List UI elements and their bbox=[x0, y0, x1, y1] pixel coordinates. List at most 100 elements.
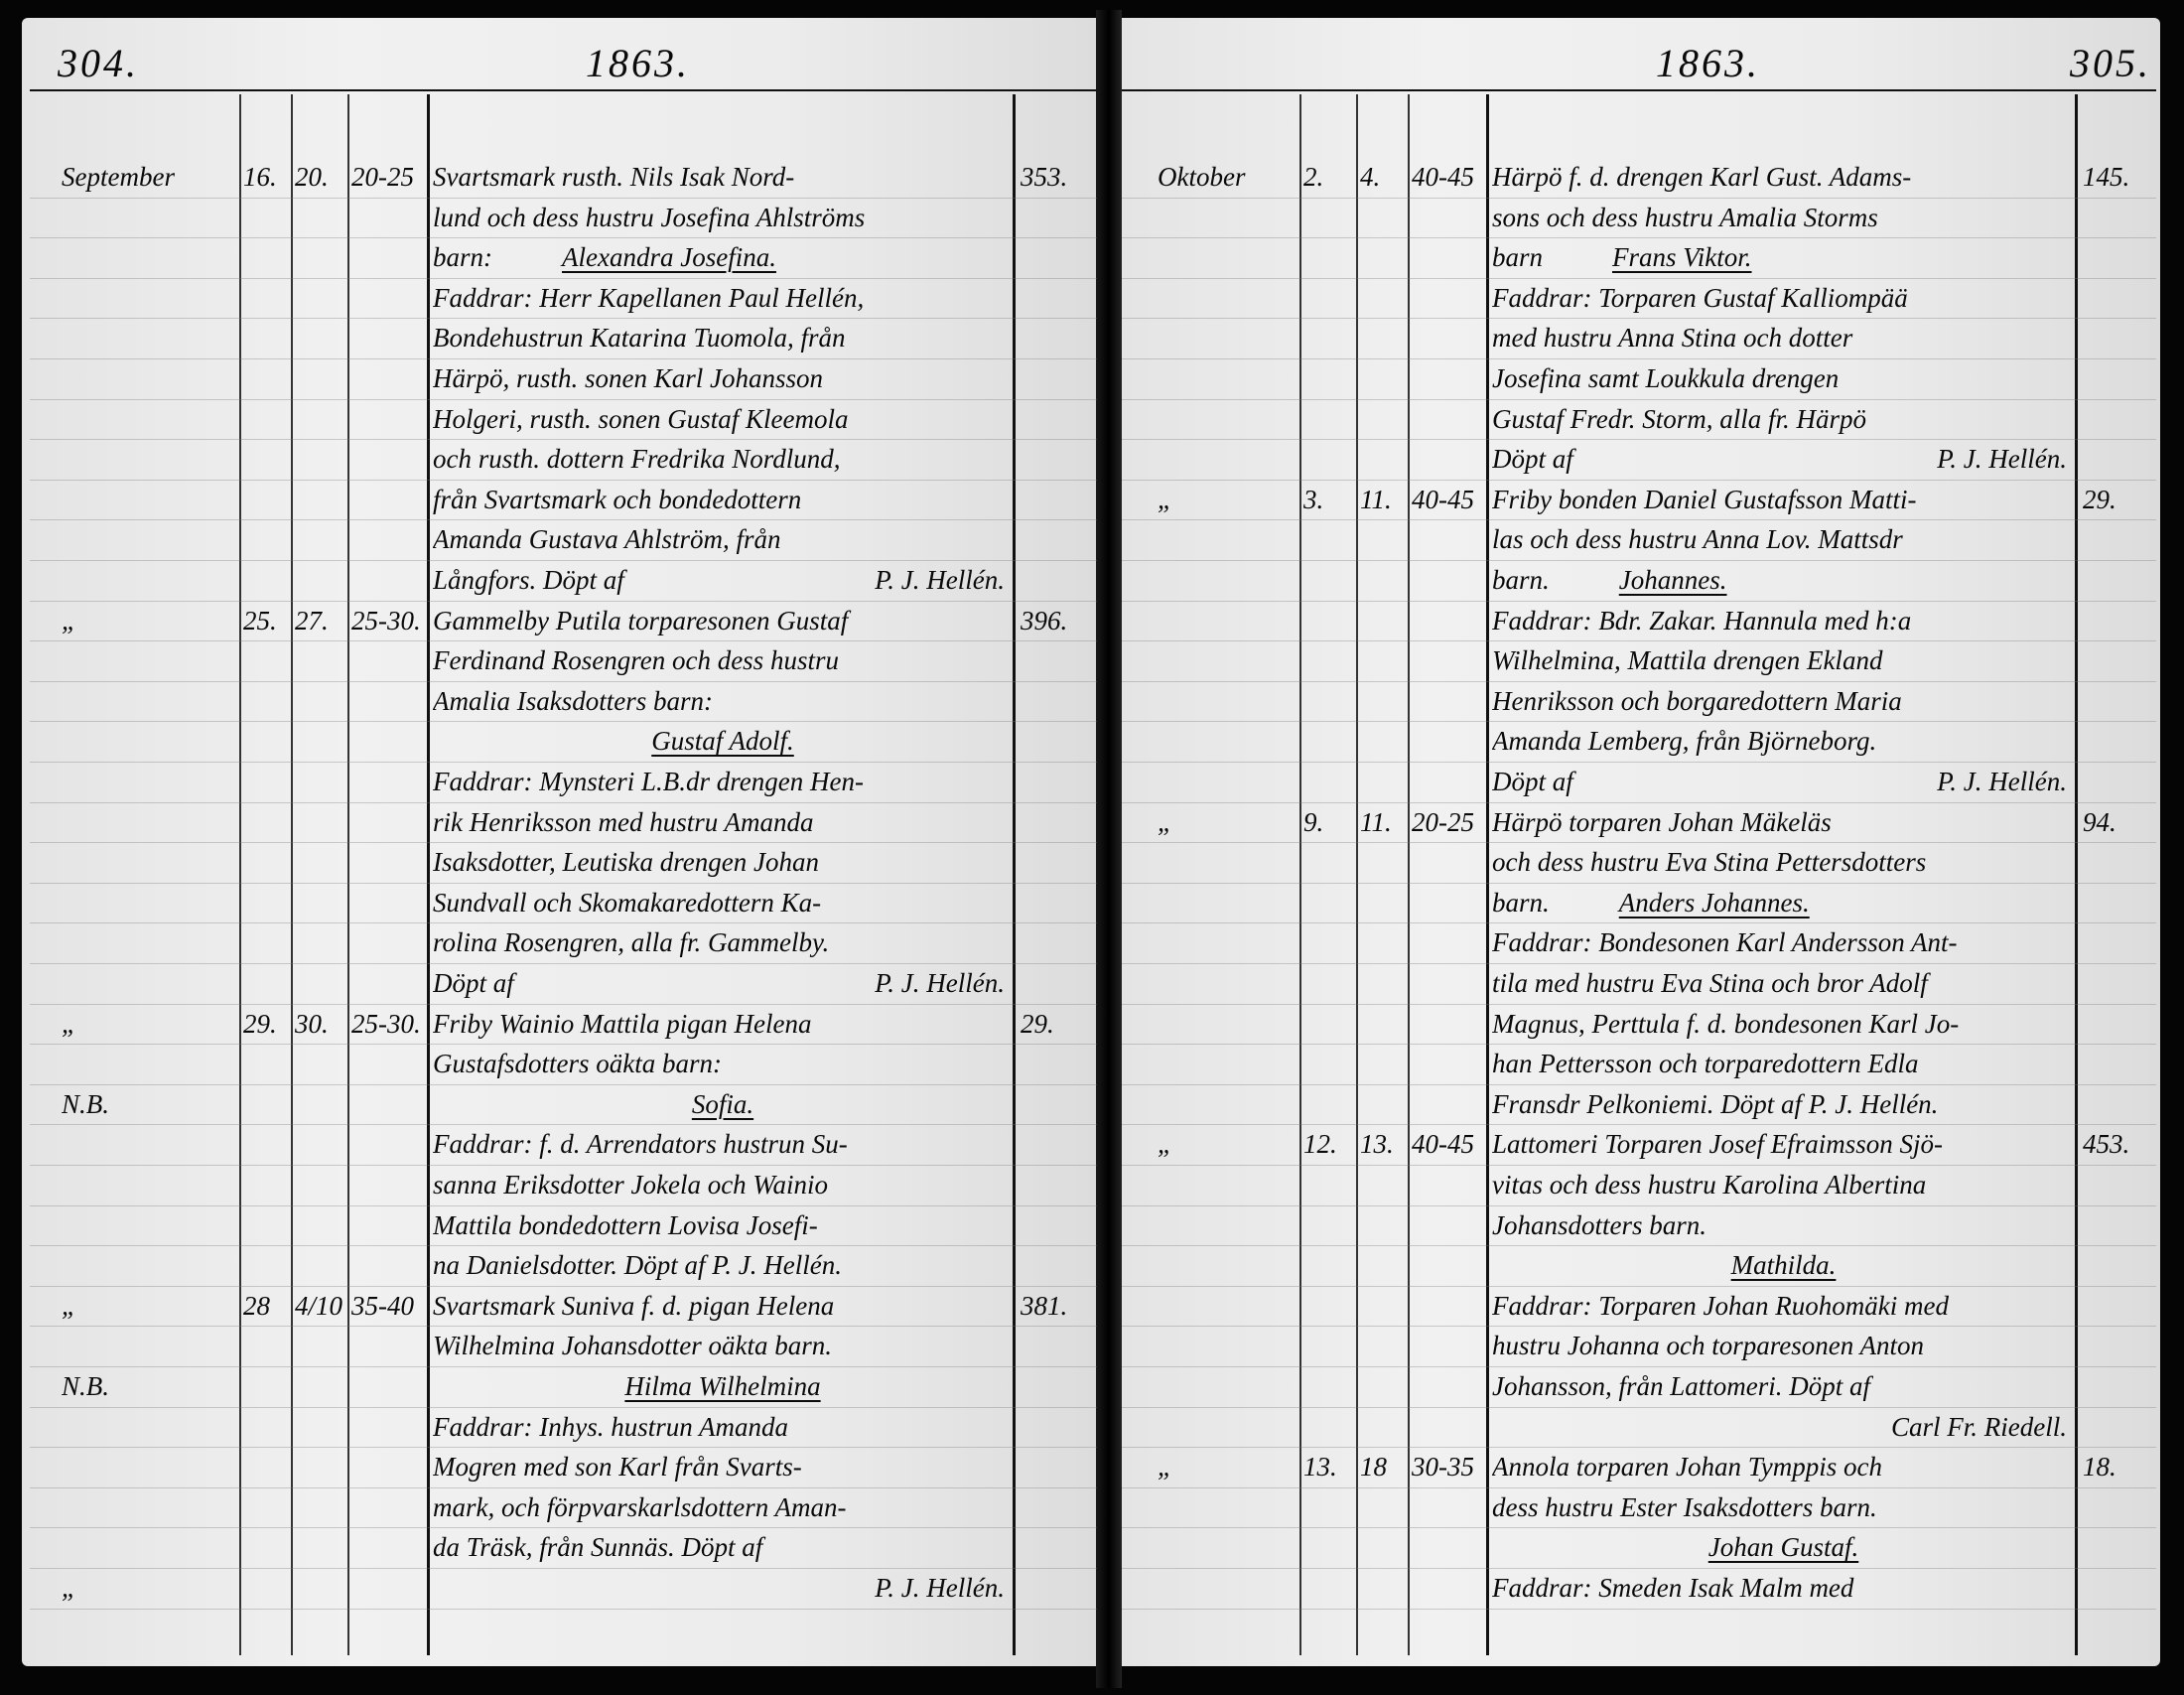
month-cell: „ bbox=[62, 1573, 77, 1603]
baptism-day-cell: 30. bbox=[295, 1008, 329, 1039]
entry-text: Gustaf Adolf. bbox=[433, 721, 1013, 761]
register-row: Faddrar: f. d. Arrendators hustrun Su- bbox=[30, 1124, 1097, 1166]
register-row: tila med hustru Eva Stina och bror Adolf bbox=[1122, 963, 2156, 1005]
month-cell: „ bbox=[1158, 484, 1173, 514]
register-row: „ 25. 27. 25-30. 396. Gammelby Putila torpare… bbox=[30, 601, 1097, 642]
register-row: mark, och förpvarskarlsdottern Aman- bbox=[30, 1487, 1097, 1529]
entry-text: las och dess hustru Anna Lov. Mattsdr bbox=[1492, 519, 2075, 559]
entry-text: Faddrar: Smeden Isak Malm med bbox=[1492, 1568, 2075, 1608]
register-row: Härpö, rusth. sonen Karl Johansson bbox=[30, 358, 1097, 400]
birth-day-cell: 25. bbox=[243, 605, 277, 636]
entry-line: Lattomeri Torparen Josef Efraimsson Sjö- bbox=[1492, 1129, 1944, 1160]
entry-line: Johansson, från Lattomeri. Döpt af bbox=[1492, 1371, 1871, 1401]
column-divider bbox=[347, 94, 349, 1655]
entry-line: han Pettersson och torparedottern Edla bbox=[1492, 1049, 1919, 1079]
entry-text: rolina Rosengren, alla fr. Gammelby. bbox=[433, 922, 1013, 962]
entry-text: Fransdr Pelkoniemi. Döpt af P. J. Hellén… bbox=[1492, 1084, 2075, 1124]
register-row: barn: Alexandra Josefina. bbox=[30, 237, 1097, 279]
entry-line: Gammelby Putila torparesonen Gustaf bbox=[433, 605, 849, 636]
left-page-year: 1863. bbox=[586, 41, 690, 85]
entry-text: Sofia. bbox=[433, 1084, 1013, 1124]
entry-text: mark, och förpvarskarlsdottern Aman- bbox=[433, 1487, 1013, 1527]
entry-line: rik Henriksson med hustru Amanda bbox=[433, 806, 814, 837]
register-row: Mathilda. bbox=[1122, 1245, 2156, 1287]
entry-text: Josefina samt Loukkula drengen bbox=[1492, 358, 2075, 398]
register-row: Faddrar: Torparen Gustaf Kalliompää bbox=[1122, 278, 2156, 320]
birth-day-cell: 3. bbox=[1303, 484, 1324, 514]
entry-line: Faddrar: Inhys. hustrun Amanda bbox=[433, 1411, 789, 1442]
register-row: vitas och dess hustru Karolina Albertina bbox=[1122, 1165, 2156, 1206]
entry-text: Härpö f. d. drengen Karl Gust. Adams- bbox=[1492, 157, 2075, 197]
child-name: Hilma Wilhelmina bbox=[624, 1371, 821, 1401]
entry-line: Magnus, Perttula f. d. bondesonen Karl J… bbox=[1492, 1008, 1960, 1039]
entry-line: och dess hustru Eva Stina Pettersdotters bbox=[1492, 847, 1927, 878]
entry-line: med hustru Anna Stina och dotter bbox=[1492, 323, 1853, 353]
column-divider bbox=[239, 94, 241, 1655]
entry-text: Långfors. Döpt af P. J. Hellén. bbox=[433, 560, 1013, 600]
entry-line: Bondehustrun Katarina Tuomola, från bbox=[433, 323, 846, 353]
entry-text: Wilhelmina Johansdotter oäkta barn. bbox=[433, 1326, 1013, 1365]
birth-day-cell: 2. bbox=[1303, 162, 1324, 192]
entry-text: Amanda Lemberg, från Björneborg. bbox=[1492, 721, 2075, 761]
left-header-rule bbox=[30, 89, 1097, 91]
entry-text: vitas och dess hustru Karolina Albertina bbox=[1492, 1165, 2075, 1204]
entry-text: Svartsmark rusth. Nils Isak Nord- bbox=[433, 157, 1013, 197]
baptism-day-cell: 11. bbox=[1360, 484, 1392, 514]
birth-day-cell: 29. bbox=[243, 1008, 277, 1039]
right-page-year: 1863. bbox=[1656, 41, 1760, 85]
child-name: Anders Johannes. bbox=[1618, 887, 1810, 918]
entry-text: Mattila bondedottern Lovisa Josefi- bbox=[433, 1205, 1013, 1245]
entry-text: na Danielsdotter. Döpt af P. J. Hellén. bbox=[433, 1245, 1013, 1285]
entry-line: Faddrar: Torparen Gustaf Kalliompää bbox=[1492, 282, 1908, 313]
entry-text: Faddrar: Torparen Gustaf Kalliompää bbox=[1492, 278, 2075, 318]
register-row: barn. Johannes. bbox=[1122, 560, 2156, 602]
baptism-day-cell: 20. bbox=[295, 162, 329, 192]
entry-line: tila med hustru Eva Stina och bror Adolf bbox=[1492, 968, 1928, 998]
register-row: rolina Rosengren, alla fr. Gammelby. bbox=[30, 922, 1097, 964]
register-row: hustru Johanna och torparesonen Anton bbox=[1122, 1326, 2156, 1367]
number-cell: 94. bbox=[2083, 806, 2116, 837]
entry-line: Gustaf Fredr. Storm, alla fr. Härpö bbox=[1492, 403, 1867, 434]
register-row: Wilhelmina, Mattila drengen Ekland bbox=[1122, 640, 2156, 682]
entry-text: tila med hustru Eva Stina och bror Adolf bbox=[1492, 963, 2075, 1003]
entry-text: sons och dess hustru Amalia Storms bbox=[1492, 198, 2075, 237]
number-cell: 453. bbox=[2083, 1129, 2130, 1160]
entry-text: Faddrar: Bdr. Zakar. Hannula med h:a bbox=[1492, 601, 2075, 640]
entry-line: Mogren med son Karl från Svarts- bbox=[433, 1452, 802, 1483]
entry-text: Faddrar: Herr Kapellanen Paul Hellén, bbox=[433, 278, 1013, 318]
entry-line: Döpt af bbox=[1492, 444, 1573, 475]
column-divider bbox=[1408, 94, 1410, 1655]
entry-line: Faddrar: Bdr. Zakar. Hannula med h:a bbox=[1492, 605, 1912, 636]
entry-text: Härpö, rusth. sonen Karl Johansson bbox=[433, 358, 1013, 398]
entry-line: sons och dess hustru Amalia Storms bbox=[1492, 202, 1878, 232]
month-cell: „ bbox=[62, 605, 77, 636]
entry-line: Wilhelmina Johansdotter oäkta barn. bbox=[433, 1331, 832, 1361]
entry-text: Döpt af P. J. Hellén. bbox=[433, 963, 1013, 1003]
register-row: N.B. Hilma Wilhelmina bbox=[30, 1366, 1097, 1408]
entry-text: Isaksdotter, Leutiska drengen Johan bbox=[433, 842, 1013, 882]
right-page bbox=[1116, 18, 2160, 1666]
entry-text: Härpö torparen Johan Mäkeläs bbox=[1492, 802, 2075, 842]
entry-text: från Svartsmark och bondedottern bbox=[433, 480, 1013, 519]
range-cell: 40-45 bbox=[1412, 1129, 1474, 1160]
entry-line: Johansdotters barn. bbox=[1492, 1209, 1706, 1240]
register-row: „ 28 4/10 35-40 381. Svartsmark Suniva f. d. … bbox=[30, 1286, 1097, 1328]
left-page bbox=[22, 18, 1102, 1666]
entry-line: Friby bonden Daniel Gustafsson Matti- bbox=[1492, 484, 1917, 514]
child-name: Johannes. bbox=[1618, 565, 1727, 595]
register-row: Mogren med son Karl från Svarts- bbox=[30, 1447, 1097, 1488]
entry-line: Josefina samt Loukkula drengen bbox=[1492, 363, 1840, 393]
entry-text: Magnus, Perttula f. d. bondesonen Karl J… bbox=[1492, 1004, 2075, 1044]
register-row: Sundvall och Skomakaredottern Ka- bbox=[30, 883, 1097, 924]
entry-line: Henriksson och borgaredottern Maria bbox=[1492, 685, 1902, 716]
register-row: Döpt af P. J. Hellén. bbox=[30, 963, 1097, 1005]
entry-line: barn bbox=[1492, 242, 1544, 273]
child-name: Frans Viktor. bbox=[1612, 242, 1752, 273]
register-row: Faddrar: Smeden Isak Malm med bbox=[1122, 1568, 2156, 1610]
entry-text: Friby bonden Daniel Gustafsson Matti- bbox=[1492, 480, 2075, 519]
register-row: Gustaf Fredr. Storm, alla fr. Härpö bbox=[1122, 399, 2156, 441]
register-row: Döpt af P. J. Hellén. bbox=[1122, 439, 2156, 481]
register-row: „ P. J. Hellén. bbox=[30, 1568, 1097, 1610]
entry-line: Döpt af bbox=[1492, 767, 1573, 796]
month-cell: „ bbox=[1158, 1129, 1173, 1160]
